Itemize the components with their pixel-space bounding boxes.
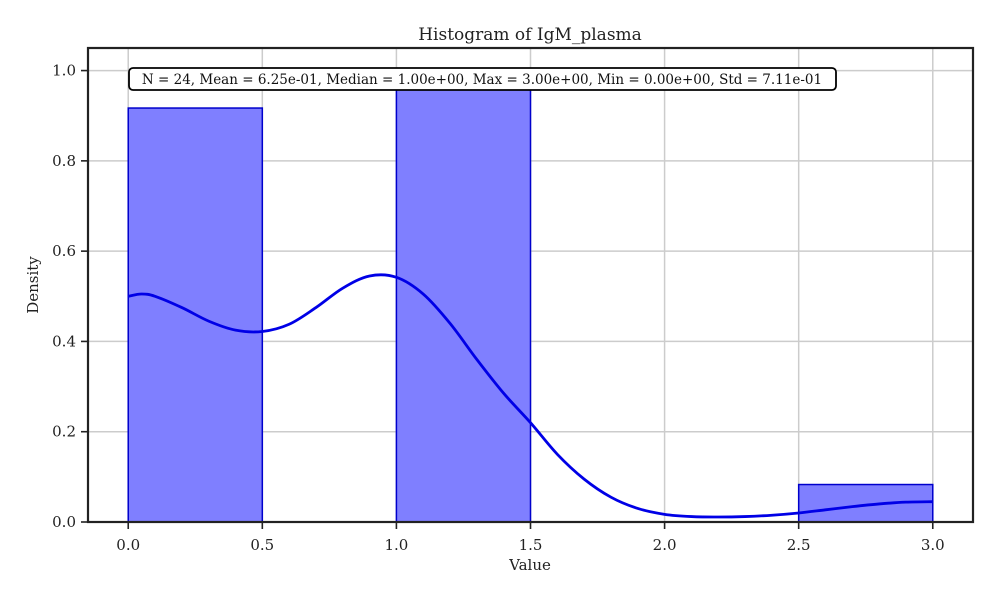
stats-annotation: N = 24, Mean = 6.25e-01, Median = 1.00e+… [128,67,837,91]
y-tick-label: 0.2 [52,423,76,441]
kde-layer [127,273,933,519]
y-tick-label: 0.0 [52,513,76,531]
bars-layer [127,69,934,523]
x-tick-label: 2.5 [787,536,811,554]
y-tick-label: 0.4 [52,332,76,350]
histogram-bar [395,69,532,523]
ticks-layer: 0.0 0.5 1.0 1.5 2.0 2.5 3.0 0.0 0.2 0.4 0.6 0.8 1.0 [52,62,945,554]
x-tick-label: 3.0 [921,536,945,554]
x-tick-label: 1.5 [519,536,543,554]
x-tick-label: 2.0 [653,536,677,554]
stats-text: N = 24, Mean = 6.25e-01, Median = 1.00e+… [142,72,822,88]
y-tick-label: 0.8 [52,152,76,170]
chart-title: Histogram of IgM_plasma [418,25,642,45]
x-tick-label: 1.0 [384,536,408,554]
x-tick-label: 0.0 [116,536,140,554]
y-tick-label: 1.0 [52,62,76,80]
x-tick-label: 0.5 [250,536,274,554]
y-tick-label: 0.6 [52,242,76,260]
x-axis-label: Value [508,556,551,574]
stats-box [128,67,837,91]
kde-curve [127,273,933,519]
y-axis-label: Density [24,256,42,314]
